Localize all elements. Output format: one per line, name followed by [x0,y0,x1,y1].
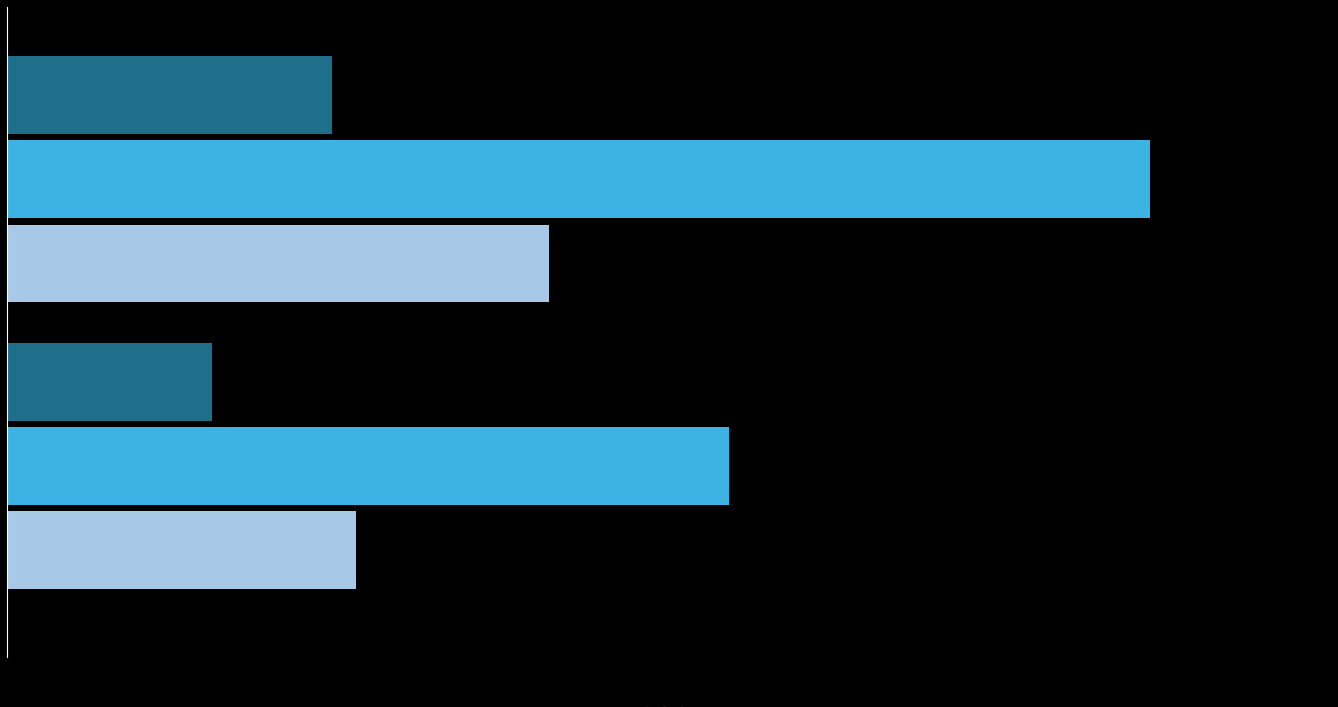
Bar [7,427,729,505]
Bar [7,225,549,302]
Legend: Notifications issued, Feedback received, Feedback rate: Notifications issued, Feedback received,… [645,706,693,707]
Bar [7,511,356,589]
Bar [7,141,1151,218]
Bar [7,57,332,134]
Bar [7,343,211,421]
